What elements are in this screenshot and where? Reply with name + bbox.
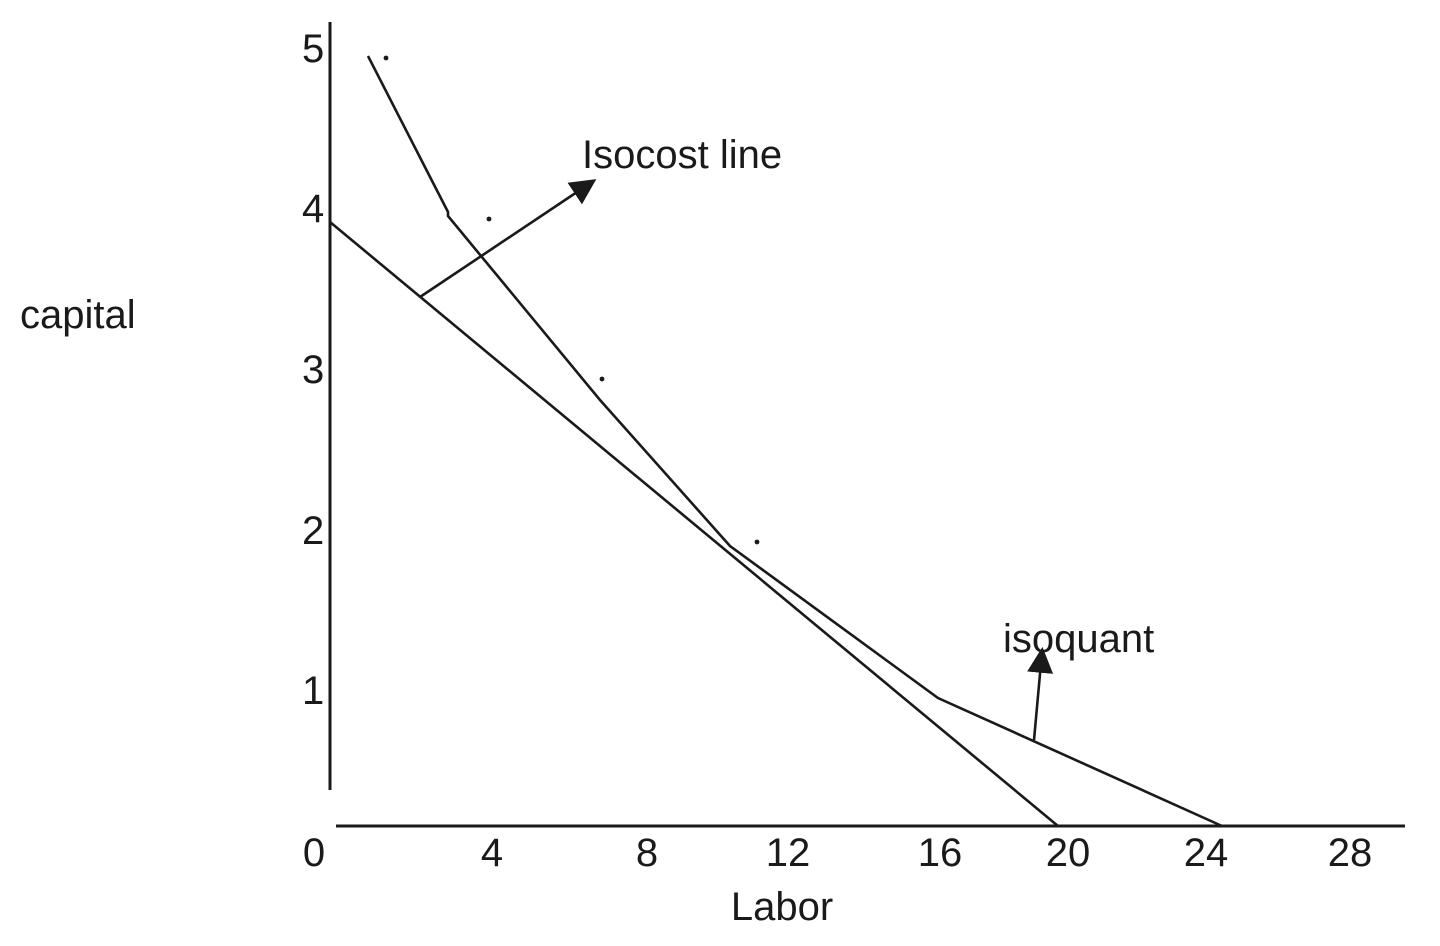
y-tick-labels: 1 2 3 4 5 [302,27,324,713]
x-tick-label: 16 [918,831,963,875]
y-tick-label: 2 [302,509,324,553]
isocost-arrow [419,179,597,299]
x-tick-label: 4 [481,831,503,875]
isoquant-arrow [1027,646,1054,741]
x-tick-label: 12 [766,831,811,875]
x-axis-title: Labor [731,885,833,929]
data-dot [599,376,605,382]
y-tick-label: 4 [302,187,324,231]
isocost-label: Isocost line [582,133,782,177]
data-dot [486,216,492,222]
isoquant-curve [366,55,1223,828]
x-tick-label: 0 [303,831,325,875]
data-dot [754,539,760,545]
series-layer [329,55,1223,828]
dots-layer [383,55,760,545]
isocost-line [329,220,1059,828]
x-tick-label: 28 [1328,831,1373,875]
x-tick-labels: 0 4 8 12 16 20 24 28 [303,831,1372,875]
x-tick-label: 8 [636,831,658,875]
data-dot [383,55,389,61]
y-tick-label: 5 [302,27,324,71]
y-tick-label: 3 [302,348,324,392]
y-axis-title: capital [20,293,136,337]
isoquant-label: isoquant [1003,617,1154,661]
annotations-layer: Isocost line isoquant [419,133,1154,741]
y-tick-label: 1 [302,669,324,713]
x-tick-label: 20 [1046,831,1091,875]
x-tick-label: 24 [1184,831,1229,875]
